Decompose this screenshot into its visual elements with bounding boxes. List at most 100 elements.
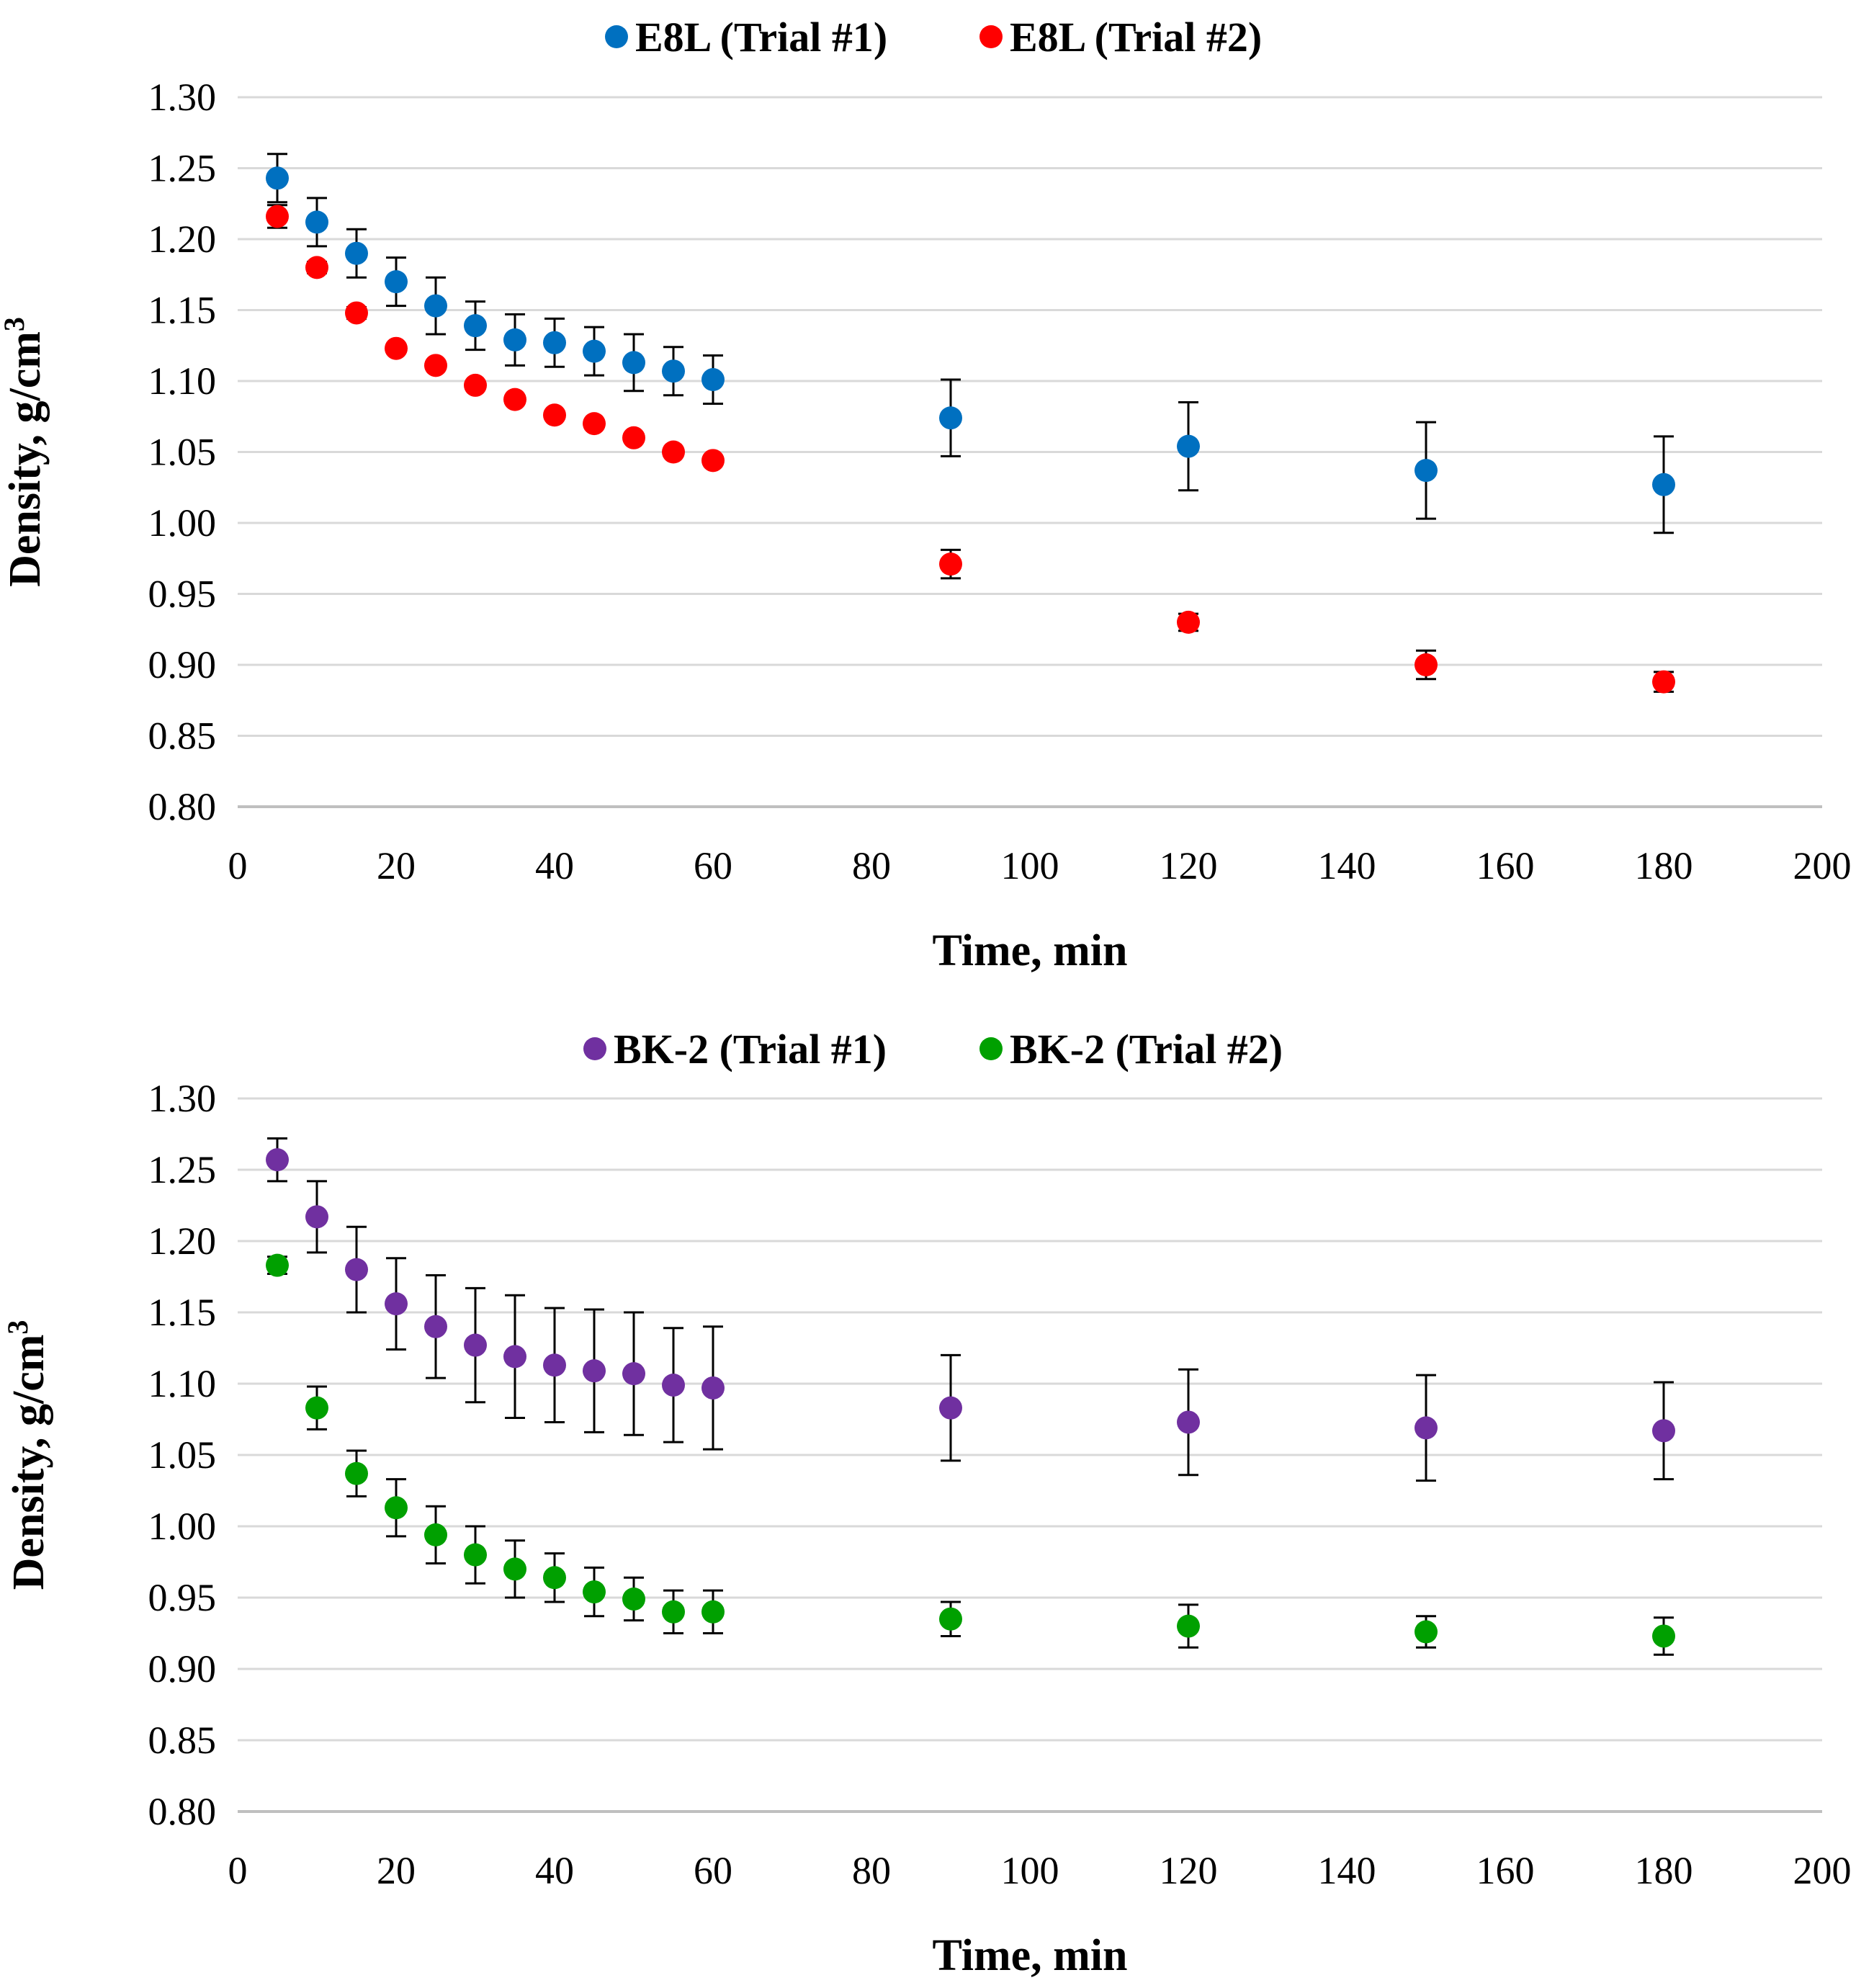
- chart-panel-2: 0.80 0.85 0.90 0.95 1.00 1.05 1.10 1.15 1.20 1.25…: [1, 1026, 1852, 1980]
- x-tick-label: 60: [694, 1849, 732, 1892]
- data-point-e8l-trial-2: [543, 403, 566, 427]
- data-point-bk-2-trial-2: [385, 1496, 408, 1520]
- y-tick-label: 1.25: [148, 147, 217, 190]
- data-point-bk-2-trial-2: [583, 1580, 606, 1604]
- x-tick-label: 180: [1635, 844, 1693, 887]
- data-point-bk-2-trial-2: [1177, 1614, 1200, 1638]
- data-point-bk-2-trial-1: [464, 1333, 487, 1357]
- y-tick-label: 1.25: [148, 1148, 217, 1191]
- y-tick-label: 0.95: [148, 573, 217, 616]
- data-point-bk-2-trial-1: [1177, 1410, 1200, 1434]
- legend-marker-bk-2-trial-2: [979, 1037, 1003, 1060]
- data-point-e8l-trial-2: [701, 449, 725, 473]
- series-bk-2-trial-2: [266, 1253, 1675, 1656]
- y-tick-label: 1.30: [148, 76, 217, 119]
- data-point-e8l-trial-2: [385, 336, 408, 360]
- data-point-e8l-trial-2: [424, 354, 447, 377]
- data-point-e8l-trial-1: [939, 406, 962, 430]
- data-point-bk-2-trial-2: [939, 1607, 962, 1631]
- x-tick-label: 180: [1635, 1849, 1693, 1892]
- x-tick-label: 40: [535, 844, 574, 887]
- data-point-e8l-trial-2: [305, 256, 328, 279]
- y-tick-label: 0.80: [148, 1790, 217, 1833]
- data-point-e8l-trial-1: [662, 359, 685, 383]
- data-point-e8l-trial-1: [385, 270, 408, 294]
- data-point-bk-2-trial-1: [583, 1359, 606, 1383]
- data-point-bk-2-trial-2: [305, 1396, 328, 1420]
- data-point-e8l-trial-2: [583, 412, 606, 436]
- data-point-bk-2-trial-2: [464, 1543, 487, 1567]
- data-point-bk-2-trial-1: [939, 1396, 962, 1420]
- y-tick-label: 1.05: [148, 431, 217, 474]
- legend-marker-e8l-trial-1: [605, 25, 628, 48]
- data-point-e8l-trial-2: [1177, 610, 1200, 634]
- data-point-e8l-trial-1: [503, 328, 526, 352]
- x-tick-label: 120: [1160, 844, 1218, 887]
- data-point-bk-2-trial-1: [1415, 1416, 1438, 1440]
- data-point-bk-2-trial-1: [622, 1362, 645, 1386]
- data-point-bk-2-trial-1: [543, 1353, 566, 1377]
- x-tick-label: 140: [1318, 1849, 1376, 1892]
- x-tick-label: 100: [1001, 1849, 1059, 1892]
- x-axis-title: Time, min: [933, 1931, 1128, 1980]
- x-tick-label: 40: [535, 1849, 574, 1892]
- chart-panel-1: 0.80 0.85 0.90 0.95 1.00 1.05 1.10 1.15 1.20 1.25…: [0, 14, 1852, 975]
- legend-label-e8l-trial-1: E8L (Trial #1): [635, 14, 887, 61]
- legend-label-bk-2-trial-2: BK-2 (Trial #2): [1010, 1026, 1283, 1073]
- data-point-bk-2-trial-1: [305, 1205, 328, 1229]
- data-point-e8l-trial-2: [503, 388, 526, 411]
- x-tick-label: 100: [1001, 844, 1059, 887]
- series-e8l-trial-2: [266, 204, 1675, 694]
- x-tick-label: 0: [228, 1849, 248, 1892]
- legend: E8L (Trial #1) E8L (Trial #2): [605, 14, 1262, 61]
- y-tick-label: 0.80: [148, 785, 217, 828]
- y-axis-title-text: Density, g/cm: [1, 331, 50, 587]
- y-axis-title: Density, g/cm3: [0, 317, 50, 587]
- x-tick-label: 80: [852, 844, 891, 887]
- data-point-e8l-trial-1: [622, 351, 645, 375]
- y-tick-label: 0.95: [148, 1576, 217, 1619]
- y-tick-label: 1.15: [148, 289, 217, 332]
- x-tick-label: 0: [228, 844, 248, 887]
- legend: BK-2 (Trial #1) BK-2 (Trial #2): [583, 1026, 1283, 1073]
- data-point-e8l-trial-2: [662, 440, 685, 464]
- data-point-bk-2-trial-1: [424, 1315, 447, 1338]
- series-bk-2-trial-1: [266, 1137, 1675, 1482]
- y-tick-label: 0.85: [148, 715, 217, 758]
- data-point-e8l-trial-2: [622, 426, 645, 449]
- y-tick-label: 1.30: [148, 1077, 217, 1120]
- x-tick-label: 120: [1160, 1849, 1218, 1892]
- data-point-e8l-trial-1: [305, 210, 328, 234]
- data-point-bk-2-trial-2: [543, 1566, 566, 1590]
- y-axis-title-text: Density, g/cm: [4, 1335, 53, 1590]
- x-tick-label: 80: [852, 1849, 891, 1892]
- y-axis-title-superscript: 3: [0, 317, 30, 331]
- data-point-e8l-trial-2: [266, 205, 289, 228]
- legend-marker-bk-2-trial-1: [583, 1037, 606, 1060]
- data-point-bk-2-trial-2: [1415, 1620, 1438, 1644]
- y-tick-label: 0.90: [148, 643, 217, 686]
- y-tick-label: 1.00: [148, 1505, 217, 1548]
- legend-label-bk-2-trial-1: BK-2 (Trial #1): [614, 1026, 887, 1073]
- x-tick-label: 160: [1476, 844, 1535, 887]
- data-point-bk-2-trial-1: [345, 1258, 368, 1281]
- data-point-bk-2-trial-2: [345, 1461, 368, 1485]
- data-point-e8l-trial-1: [345, 241, 368, 265]
- legend-marker-e8l-trial-2: [979, 25, 1003, 48]
- data-point-e8l-trial-1: [424, 294, 447, 318]
- y-tick-label: 1.20: [148, 1219, 217, 1263]
- x-tick-label: 20: [377, 844, 416, 887]
- data-point-e8l-trial-2: [1652, 670, 1675, 694]
- x-tick-label: 200: [1793, 844, 1852, 887]
- data-point-bk-2-trial-1: [503, 1345, 526, 1369]
- x-tick-label: 160: [1476, 1849, 1535, 1892]
- data-point-bk-2-trial-2: [503, 1557, 526, 1581]
- y-tick-label: 1.10: [148, 1362, 217, 1405]
- x-tick-label: 60: [694, 844, 732, 887]
- x-axis-title: Time, min: [933, 926, 1128, 975]
- legend-label-e8l-trial-2: E8L (Trial #2): [1010, 14, 1262, 61]
- data-point-e8l-trial-1: [543, 331, 566, 354]
- data-point-bk-2-trial-1: [385, 1292, 408, 1316]
- x-tick-label: 20: [377, 1849, 416, 1892]
